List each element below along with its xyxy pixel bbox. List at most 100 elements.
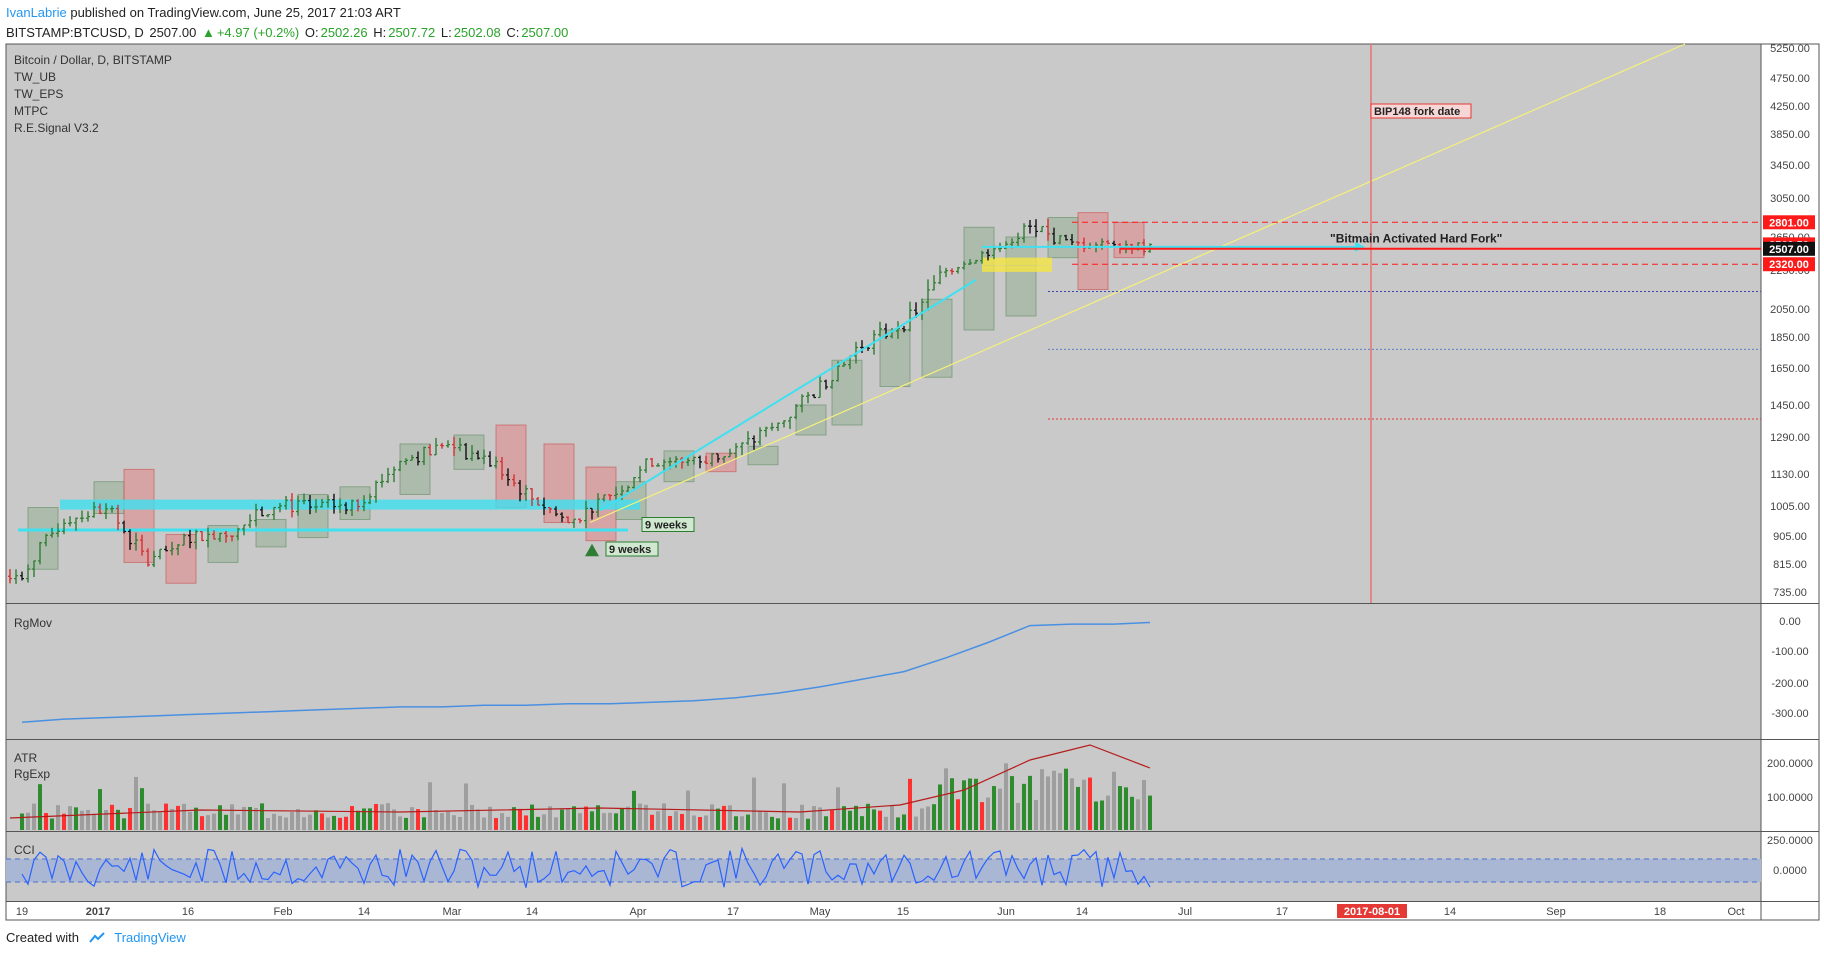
atr-pane[interactable] (6, 740, 1761, 831)
atr-bar (284, 817, 288, 830)
tradingview-link[interactable]: TradingView (114, 930, 186, 945)
atr-bar (242, 806, 246, 830)
atr-bar (470, 804, 474, 830)
atr-bar (404, 817, 408, 830)
atr-bar (1034, 799, 1038, 830)
atr-bar (704, 815, 708, 830)
atr-bar (758, 811, 762, 830)
atr-bar (1040, 769, 1044, 830)
atr-bar (1082, 779, 1086, 830)
atr-bar (1106, 795, 1110, 830)
x-tick-label: 2017-08-01 (1344, 906, 1400, 918)
atr-bar (866, 803, 870, 830)
atr-bar (668, 816, 672, 830)
atr-bar (392, 809, 396, 830)
rgmov-pane[interactable] (6, 604, 1761, 739)
yellow-band (982, 257, 1052, 266)
yellow-band (982, 265, 1052, 272)
atr-bar (362, 808, 366, 830)
atr-bar (500, 813, 504, 830)
atr-bar (608, 812, 612, 830)
atr-bar (818, 807, 822, 830)
atr-bar (326, 817, 330, 830)
weeks-label: 9 weeks (645, 520, 687, 532)
x-tick-label: Apr (629, 906, 646, 918)
atr-bar (80, 810, 84, 830)
rgmov-line (21, 621, 1151, 723)
price-scale[interactable] (1761, 44, 1819, 901)
atr-bar (944, 768, 948, 830)
atr-bar (548, 806, 552, 830)
cci-line (21, 846, 1151, 890)
author-link[interactable]: IvanLabrie (6, 5, 67, 20)
low-label: L: (440, 25, 452, 40)
price-tag (1763, 215, 1815, 230)
atr-bar (488, 806, 492, 830)
atr-bar (290, 812, 294, 830)
y-tick-label: 4750.00 (1770, 73, 1810, 85)
atr-bar (1094, 801, 1098, 830)
x-tick-label: May (810, 906, 831, 918)
bitmain-label: "Bitmain Activated Hard Fork" (1330, 231, 1502, 245)
atr-bar (908, 778, 912, 830)
y-tick-label: 3050.00 (1770, 193, 1810, 205)
x-tick-label: 14 (358, 906, 370, 918)
rgmov-label: RgMov (14, 616, 53, 630)
atr-bar (68, 806, 72, 830)
atr-bar (524, 815, 528, 830)
atr-bar (272, 813, 276, 830)
fork-date-box (1370, 103, 1472, 119)
legend-item: R.E.Signal V3.2 (14, 121, 99, 135)
x-tick-label: 14 (526, 906, 538, 918)
signal-boxes (27, 212, 1145, 584)
atr-bar (932, 804, 936, 830)
atr-bar (680, 813, 684, 830)
cci-tick-label: 250.0000 (1767, 835, 1813, 847)
atr-bar (152, 810, 156, 830)
signal-box (255, 519, 287, 548)
atr-bar (212, 813, 216, 830)
atr-bar (458, 816, 462, 830)
atr-tick-label: 200.0000 (1767, 758, 1813, 770)
x-tick-label: Sep (1546, 906, 1566, 918)
atr-bar (656, 811, 660, 830)
atr-bar (992, 786, 996, 830)
y-tick-label: 1130.00 (1771, 469, 1810, 481)
atr-bar (176, 805, 180, 830)
atr-bar (782, 783, 786, 830)
legend-title: Bitcoin / Dollar, D, BITSTAMP (14, 53, 172, 67)
y-tick-label: 1850.00 (1770, 332, 1810, 344)
atr-bar (788, 817, 792, 830)
buy-arrow-icon (585, 543, 599, 557)
atr-bar (188, 811, 192, 830)
atr-bar (296, 808, 300, 830)
atr-bar (596, 805, 600, 830)
y-axis-ticks: 5250.00 4750.00 4250.00 3850.00 3450.00 3050.… (1770, 43, 1810, 599)
atr-bar (416, 809, 420, 830)
atr-bar (590, 811, 594, 830)
atr-bar (800, 804, 804, 830)
atr-bar (266, 817, 270, 830)
weeks-label: 9 weeks (609, 544, 651, 556)
atr-bar (218, 805, 222, 830)
atr-bar (770, 816, 774, 830)
atr-bar (674, 811, 678, 830)
high-value: 2507.72 (388, 25, 436, 40)
high-label: H: (373, 25, 387, 40)
up-triangle-icon: ▲ (201, 25, 215, 40)
yellow-trendline (589, 43, 1686, 524)
atr-bar (338, 817, 342, 830)
atr-bar (518, 808, 522, 830)
atr-bar (566, 808, 570, 830)
atr-bar (494, 817, 498, 830)
atr-bar (914, 816, 918, 830)
atr-bar (920, 808, 924, 830)
signal-box (207, 525, 239, 563)
atr-bar (1088, 777, 1092, 830)
atr-bar (1148, 795, 1152, 830)
signal-box (543, 443, 575, 523)
atr-bar (530, 804, 534, 830)
atr-bar (98, 789, 102, 830)
atr-bar (134, 776, 138, 830)
